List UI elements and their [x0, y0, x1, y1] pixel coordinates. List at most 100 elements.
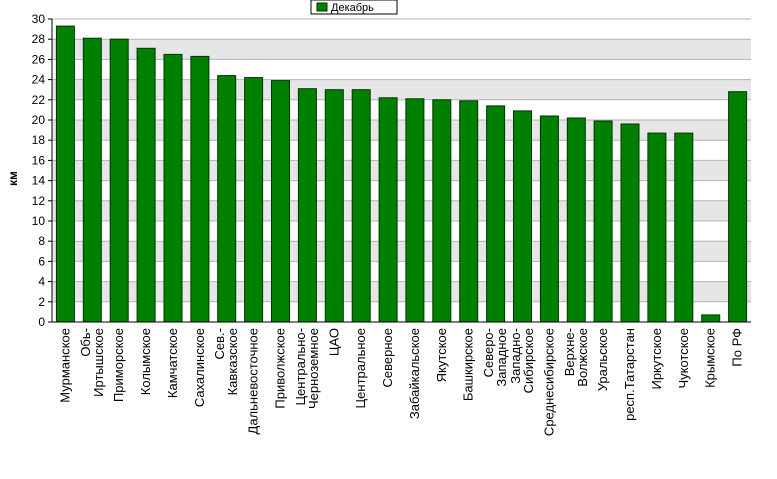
x-tick-label: Дальневосточное — [246, 328, 261, 434]
x-tick-label: Приволжское — [273, 328, 288, 409]
bar[interactable] — [459, 100, 479, 323]
bar[interactable] — [163, 53, 183, 323]
plot-band — [52, 281, 751, 302]
bar[interactable] — [593, 120, 613, 323]
x-tick-label: Мурманское — [57, 328, 72, 403]
bar[interactable] — [566, 117, 586, 323]
plot-background — [52, 19, 751, 322]
x-tick-label: По РФ — [730, 328, 745, 367]
plot-band — [52, 180, 751, 201]
bar[interactable] — [136, 47, 156, 323]
x-tick-label: Колымское — [138, 328, 153, 395]
plot-band — [52, 301, 751, 322]
x-tick-label: Иртышское — [91, 328, 106, 397]
y-tick-label: 14 — [32, 174, 46, 188]
x-tick-label: Северо- — [481, 328, 496, 377]
x-tick-label: Западное — [494, 328, 509, 387]
x-tick-label: Якутское — [434, 328, 449, 382]
legend-swatch — [316, 2, 328, 12]
bars — [55, 25, 748, 323]
y-tick-label: 6 — [38, 254, 45, 268]
bar[interactable] — [217, 75, 237, 323]
x-tick-label: Среднесибирское — [541, 328, 556, 436]
x-tick-label: Уральское — [595, 328, 610, 391]
bar[interactable] — [351, 89, 371, 323]
plot-band — [52, 59, 751, 80]
plot-band — [52, 160, 751, 181]
bar[interactable] — [620, 123, 640, 323]
bar[interactable] — [647, 132, 667, 323]
x-tick-label: Иркутское — [649, 328, 664, 390]
y-tick-label: 10 — [32, 214, 46, 228]
y-tick-label: 8 — [38, 234, 45, 248]
bar[interactable] — [701, 314, 721, 323]
bar[interactable] — [109, 38, 129, 323]
bar[interactable] — [378, 97, 398, 323]
bar[interactable] — [271, 80, 290, 323]
plot-band — [52, 79, 751, 100]
plot-band — [52, 200, 751, 221]
y-tick-label: 28 — [32, 32, 46, 46]
y-tick-label: 2 — [38, 295, 45, 309]
plot-band — [52, 241, 751, 262]
legend[interactable]: Декабрь — [310, 0, 398, 15]
y-tick-label: 4 — [38, 275, 45, 289]
y-tick-label: 26 — [32, 52, 46, 66]
x-tick-label: Сахалинское — [192, 328, 207, 407]
bar[interactable] — [244, 77, 264, 323]
bar[interactable] — [190, 55, 210, 323]
bar[interactable] — [405, 98, 425, 323]
bar[interactable] — [432, 99, 452, 323]
bar[interactable] — [324, 89, 344, 323]
y-axis-label: км — [6, 171, 20, 186]
y-tick-label: 30 — [32, 12, 46, 26]
legend-box — [310, 0, 398, 15]
x-tick-label: Северное — [380, 328, 395, 387]
plot-band — [52, 120, 751, 141]
x-tick-label: Волжское — [575, 328, 590, 387]
y-tick-label: 18 — [32, 133, 46, 147]
bar[interactable] — [674, 132, 694, 323]
bar[interactable] — [82, 37, 102, 323]
x-tick-labels: Мурманское Обь-Иртышское Приморское Колымск… — [57, 328, 744, 436]
x-tick-label: Сибирское — [521, 328, 536, 393]
y-tick-label: 12 — [32, 194, 46, 208]
x-tick-label: Центральное — [353, 328, 368, 408]
y-tick-label: 0 — [38, 315, 45, 329]
bar[interactable] — [728, 91, 748, 323]
x-tick-label: Верхне- — [562, 328, 577, 376]
bar[interactable] — [486, 105, 506, 323]
bar[interactable] — [55, 25, 75, 323]
plot-band — [52, 261, 751, 282]
y-tick-label: 20 — [32, 113, 46, 127]
x-tick-label: Крымское — [703, 328, 718, 388]
y-tick-label: 22 — [32, 93, 46, 107]
x-tick-label: Камчатское — [165, 328, 180, 398]
x-tick-label: ЦАО — [326, 328, 341, 356]
x-tick-label: Кавказское — [225, 328, 240, 395]
plot-band — [52, 19, 751, 40]
y-tick-label: 16 — [32, 153, 46, 167]
x-tick-label: Сев.- — [212, 328, 227, 359]
axes — [51, 19, 751, 323]
x-tick-label: Черноземное — [306, 328, 321, 409]
bar[interactable] — [539, 115, 559, 323]
plot-band — [52, 221, 751, 242]
x-tick-label: Обь- — [78, 328, 93, 357]
bar[interactable] — [513, 110, 532, 323]
x-tick-label: Чукотское — [676, 328, 691, 389]
x-tick-label: Приморское — [111, 328, 126, 402]
x-tick-label: Башкирское — [461, 328, 476, 401]
plot-band — [52, 39, 751, 60]
plot-band — [52, 140, 751, 161]
x-tick-label: Забайкальское — [407, 328, 422, 419]
x-tick-label: Западно- — [508, 328, 523, 384]
bar[interactable] — [297, 88, 317, 323]
y-tick-label: 24 — [32, 73, 46, 87]
legend-label: Декабрь — [331, 2, 374, 14]
plot-band — [52, 99, 751, 120]
x-tick-label: Центрально- — [293, 328, 308, 406]
x-tick-label: респ.Татарстан — [622, 328, 637, 421]
